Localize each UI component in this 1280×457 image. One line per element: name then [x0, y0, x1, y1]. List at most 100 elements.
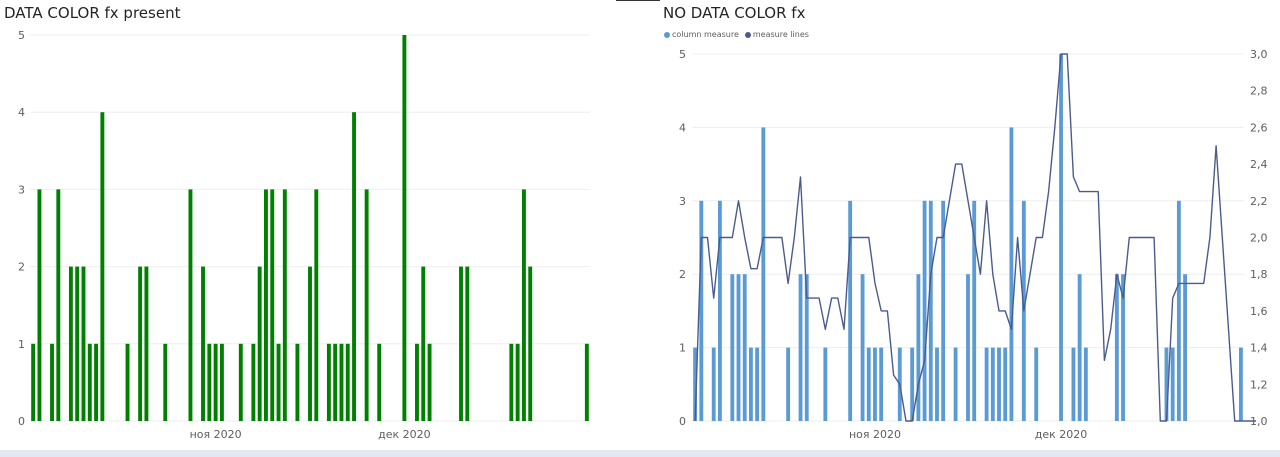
- y-tick-label: 2: [679, 268, 686, 281]
- y2-tick-label: 2,0: [1250, 232, 1268, 245]
- bar: [711, 347, 716, 421]
- bar: [736, 274, 741, 421]
- bar: [144, 266, 149, 421]
- bar: [213, 343, 218, 421]
- bar: [1164, 347, 1169, 421]
- bar: [1183, 274, 1188, 421]
- y-tick-label: 5: [18, 29, 25, 42]
- combo-chart[interactable]: 0 1 2 3 4 5 ноя 2020 дек 2020 1,0 1,2 1,4 1,6 1,8 2,0…: [660, 0, 1280, 450]
- bar: [257, 266, 262, 421]
- bar: [848, 200, 853, 421]
- y2-tick-label: 1,2: [1250, 378, 1268, 391]
- bar: [37, 189, 42, 421]
- bar: [415, 343, 419, 421]
- bar: [990, 347, 995, 421]
- legend-item-column-measure[interactable]: column measure: [664, 30, 739, 39]
- bar: [1009, 127, 1014, 422]
- bar: [459, 266, 463, 421]
- bar: [364, 189, 369, 421]
- bar: [528, 266, 533, 421]
- bar: [295, 343, 300, 421]
- bar: [308, 266, 312, 421]
- bar: [699, 200, 704, 421]
- legend-label: measure lines: [752, 30, 809, 39]
- y-tick-label: 1: [679, 342, 686, 355]
- bar: [31, 343, 36, 421]
- y-tick-label: 3: [18, 183, 25, 196]
- chart-legend[interactable]: column measure measure lines: [664, 30, 809, 39]
- bar: [928, 200, 933, 421]
- legend-swatch: [744, 31, 751, 38]
- bar: [377, 343, 382, 421]
- y2-tick-label: 2,6: [1250, 121, 1268, 134]
- bar: [798, 274, 803, 421]
- bar: [219, 343, 224, 421]
- bar: [730, 274, 735, 421]
- bar: [761, 127, 766, 422]
- bar: [427, 343, 432, 421]
- y-tick-label: 3: [679, 195, 686, 208]
- visual-no-data-color-fx[interactable]: NO DATA COLOR fx column measure measure …: [660, 0, 1280, 450]
- bar: [1114, 274, 1119, 421]
- legend-swatch: [664, 31, 670, 38]
- bar: [75, 266, 80, 421]
- bar: [509, 343, 514, 421]
- canvas-gap: [616, 0, 660, 450]
- bar: [823, 347, 828, 421]
- bar: [1170, 347, 1175, 421]
- bar: [804, 274, 809, 421]
- bar: [421, 266, 426, 421]
- bar: [402, 35, 407, 421]
- bar: [941, 200, 946, 421]
- bar: [94, 343, 99, 421]
- bar: [81, 266, 86, 421]
- bar: [879, 347, 884, 421]
- bar: [997, 347, 1001, 421]
- bar: [953, 347, 958, 421]
- y-tick-label: 5: [679, 48, 686, 61]
- bar: [251, 343, 256, 421]
- y2-tick-label: 1,4: [1250, 342, 1268, 355]
- y2-tick-label: 1,8: [1250, 268, 1268, 281]
- bar: [314, 189, 319, 421]
- y2-tick-label: 2,8: [1250, 85, 1268, 98]
- y-tick-label: 1: [18, 338, 25, 351]
- bar: [786, 347, 791, 421]
- bar: [238, 343, 243, 421]
- bar: [1071, 347, 1076, 421]
- bar: [984, 347, 989, 421]
- y2-tick-label: 1,6: [1250, 305, 1268, 318]
- bar: [100, 112, 105, 421]
- y-tick-label: 0: [18, 415, 25, 428]
- y2-tick-label: 2,2: [1250, 195, 1268, 208]
- chart-title: NO DATA COLOR fx: [663, 4, 806, 22]
- bar: [282, 189, 287, 421]
- bar: [742, 274, 747, 421]
- bar: [87, 343, 92, 421]
- chart-title: DATA COLOR fx present: [4, 4, 181, 22]
- visual-data-color-fx[interactable]: DATA COLOR fx present 0 1 2 3 4 5 ноя 2020 дек …: [0, 0, 616, 450]
- bar: [873, 347, 877, 421]
- bar: [1059, 54, 1063, 421]
- bar: [138, 266, 143, 421]
- y2-tick-label: 2,4: [1250, 158, 1268, 171]
- selection-edge: [616, 0, 660, 1]
- bar: [270, 189, 275, 421]
- canvas-bottom-strip: [0, 450, 1280, 457]
- bar: [188, 189, 193, 421]
- y2-tick-label: 1,0: [1250, 415, 1268, 428]
- y-tick-label: 0: [679, 415, 686, 428]
- bar: [966, 274, 970, 421]
- bar: [693, 347, 698, 421]
- bar: [748, 347, 753, 421]
- bar: [207, 343, 212, 421]
- legend-item-measure-lines[interactable]: measure lines: [744, 30, 809, 39]
- bar: [1003, 347, 1008, 421]
- series-line-measure-lines: [694, 53, 1256, 422]
- bar: [125, 343, 130, 421]
- bar: [56, 189, 61, 421]
- bar: [465, 266, 470, 421]
- bar: [326, 343, 331, 421]
- bar: [264, 189, 268, 421]
- bar-chart[interactable]: 0 1 2 3 4 5 ноя 2020 дек 2020: [0, 0, 616, 450]
